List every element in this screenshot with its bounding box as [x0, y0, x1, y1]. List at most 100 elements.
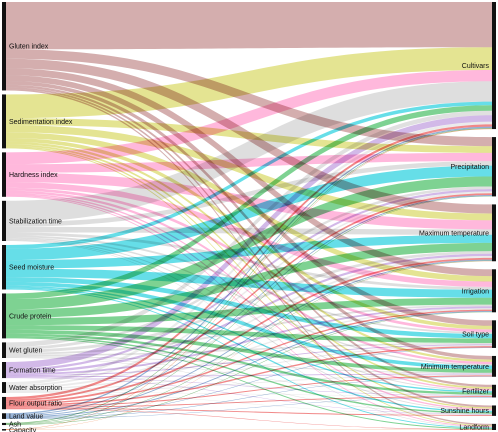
left-node-bar-wet_gluten: [2, 342, 6, 358]
flow-link-crude_protein-to-cultivars: [6, 105, 492, 300]
flow-link-flour_output-to-irrigation: [6, 309, 492, 405]
flow-link-ash-to-precipitation: [6, 195, 492, 425]
left-node-label-formation: Formation time: [9, 368, 56, 375]
flow-link-gluten-to-landform: [6, 89, 492, 426]
node-labels: Gluten index Sedimentation index Hardness …: [9, 44, 490, 432]
flow-link-flour_output-to-fertilizer: [6, 396, 492, 408]
flow-link-ash-to-cultivars: [6, 127, 492, 424]
left-node-label-gluten: Gluten index: [9, 44, 49, 51]
right-node-label-precipitation: Precipitation: [450, 164, 489, 171]
flow-link-wet_gluten-to-precipitation: [6, 186, 492, 350]
left-node-bar-ash: [2, 422, 6, 426]
right-node-bar-soil_type: [492, 320, 496, 348]
left-node-label-land_value: Land value: [9, 414, 43, 421]
flow-link-wet_gluten-to-min_temp: [6, 356, 492, 374]
flow-link-capacity-to-max_temp: [6, 261, 492, 430]
flow-link-formation-to-sunshine: [6, 377, 492, 415]
flow-link-crude_protein-to-min_temp: [6, 329, 492, 373]
flow-link-formation-to-fertilizer: [6, 377, 492, 396]
flow-link-land_value-to-max_temp: [6, 259, 492, 417]
right-node-label-fertilizer: Fertilizer: [462, 389, 490, 396]
flow-link-gluten-to-precipitation: [6, 49, 492, 147]
flow-link-flour_output-to-sunshine: [6, 407, 492, 416]
flow-link-crude_protein-to-soil_type: [6, 325, 492, 343]
right-node-label-soil_type: Soil type: [462, 332, 489, 339]
left-node-bar-flour_output: [2, 396, 6, 410]
flow-link-flour_output-to-min_temp: [6, 375, 492, 407]
flow-link-hardness-to-irrigation: [6, 182, 492, 287]
flow-link-flour_output-to-precipitation: [6, 193, 492, 402]
right-node-label-min_temp: Minimum temperature: [421, 364, 489, 371]
flow-link-land_value-to-irrigation: [6, 310, 492, 418]
left-node-bar-sedimentation: [2, 94, 6, 149]
flow-links: [6, 2, 492, 430]
left-node-bar-crude_protein: [2, 293, 6, 339]
left-node-bar-gluten: [2, 2, 6, 91]
flow-link-seed_moisture-to-fertilizer: [6, 285, 492, 393]
left-node-label-sedimentation: Sedimentation index: [9, 119, 73, 126]
left-node-bar-seed_moisture: [2, 245, 6, 290]
flow-link-wet_gluten-to-cultivars: [6, 110, 492, 348]
flow-link-flour_output-to-max_temp: [6, 257, 492, 404]
right-node-label-landform: Landform: [459, 424, 489, 431]
left-node-label-flour_output: Flour output ratio: [9, 401, 62, 408]
flow-link-water_absorption-to-precipitation: [6, 191, 492, 387]
flow-link-flour_output-to-landform: [6, 408, 492, 430]
right-node-bar-precipitation: [492, 137, 496, 197]
flow-link-stabilization-to-cultivars: [6, 81, 492, 223]
flow-link-flour_output-to-soil_type: [6, 346, 492, 406]
left-node-bar-water_absorption: [2, 382, 6, 393]
flow-link-crude_protein-to-sunshine: [6, 336, 492, 414]
left-node-label-crude_protein: Crude protein: [9, 313, 52, 320]
left-node-bar-hardness: [2, 152, 6, 197]
left-node-bar-formation: [2, 361, 6, 379]
right-node-bar-fertilizer: [492, 384, 496, 398]
flow-link-water_absorption-to-cultivars: [6, 121, 492, 385]
left-node-label-hardness: Hardness index: [9, 172, 58, 179]
flow-link-stabilization-to-precipitation: [6, 161, 492, 227]
right-node-bars: [492, 2, 496, 430]
right-node-bar-landform: [492, 423, 496, 430]
flow-link-formation-to-max_temp: [6, 253, 492, 374]
left-node-label-capacity: Capacity: [9, 427, 37, 432]
flow-link-sedimentation-to-fertilizer: [6, 144, 492, 389]
flow-link-water_absorption-to-soil_type: [6, 345, 492, 392]
flow-link-seed_moisture-to-min_temp: [6, 281, 492, 370]
right-node-bar-cultivars: [492, 2, 496, 130]
flow-link-land_value-to-min_temp: [6, 376, 492, 419]
flow-link-formation-to-cultivars: [6, 115, 492, 369]
flow-link-seed_moisture-to-max_temp: [6, 234, 492, 269]
flow-link-gluten-to-min_temp: [6, 80, 492, 360]
flow-link-water_absorption-to-sunshine: [6, 392, 492, 415]
left-node-label-stabilization: Stabilization time: [9, 218, 62, 225]
flow-link-hardness-to-cultivars: [6, 69, 492, 165]
flow-link-flour_output-to-cultivars: [6, 124, 492, 400]
flow-link-wet_gluten-to-sunshine: [6, 357, 492, 415]
right-node-label-sunshine: Sunshine hours: [440, 408, 489, 415]
flow-link-land_value-to-soil_type: [6, 347, 492, 418]
flow-link-water_absorption-to-irrigation: [6, 308, 492, 391]
flow-link-wet_gluten-to-max_temp: [6, 251, 492, 353]
flow-link-seed_moisture-to-precipitation: [6, 165, 492, 261]
flow-link-formation-to-precipitation: [6, 189, 492, 371]
flow-link-seed_moisture-to-landform: [6, 288, 492, 429]
left-node-label-ash: Ash: [9, 421, 21, 428]
flow-link-sedimentation-to-irrigation: [6, 132, 492, 282]
right-node-bar-sunshine: [492, 405, 496, 416]
left-node-bar-capacity: [2, 429, 6, 431]
flow-link-hardness-to-fertilizer: [6, 193, 492, 391]
left-node-label-wet_gluten: Wet gluten: [9, 348, 42, 355]
flow-link-seed_moisture-to-soil_type: [6, 277, 492, 339]
right-node-bar-irrigation: [492, 269, 496, 313]
flow-link-formation-to-irrigation: [6, 306, 492, 376]
flow-link-stabilization-to-fertilizer: [6, 238, 492, 392]
left-node-label-water_absorption: Water absorption: [9, 385, 62, 392]
left-node-label-seed_moisture: Seed moisture: [9, 265, 54, 272]
flow-link-ash-to-max_temp: [6, 260, 492, 425]
flow-link-gluten-to-cultivars: [6, 2, 492, 50]
right-node-bar-max_temp: [492, 204, 496, 262]
flow-link-land_value-to-fertilizer: [6, 397, 492, 419]
flow-link-land_value-to-cultivars: [6, 126, 492, 415]
flow-link-capacity-to-cultivars: [6, 128, 492, 430]
